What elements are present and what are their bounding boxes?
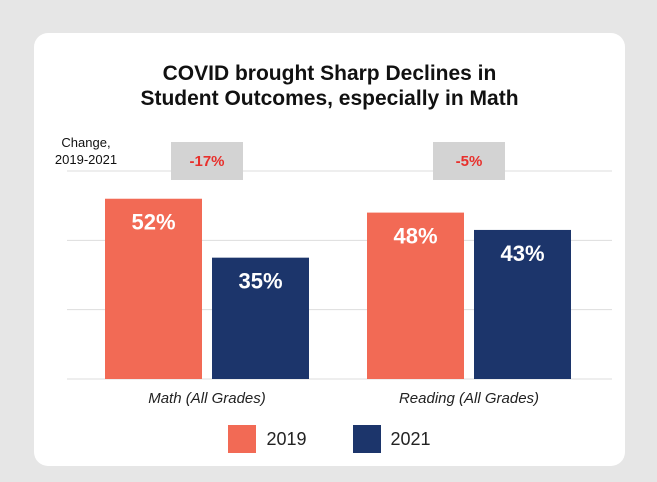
legend-swatch-2019	[228, 425, 257, 453]
data-label-2019-1: 48%	[393, 224, 437, 249]
change-box-0	[171, 142, 243, 180]
change-label: Change, 2019-2021	[46, 134, 126, 168]
change-label-line-2: 2019-2021	[54, 152, 118, 167]
bar-2019-1	[367, 212, 464, 379]
change-label-line-1: Change,	[61, 135, 111, 150]
bar-chart: 52% 35% -17% Math (All Grades) 48% 43% -5% Read…	[67, 142, 612, 407]
bar-2021-0	[212, 257, 309, 379]
chart-card: COVID brought Sharp Declines in Student …	[34, 33, 625, 466]
legend-item-2021: 2021	[352, 425, 431, 453]
legend-label-2021: 2021	[390, 428, 431, 449]
chart-title-line-2: Student Outcomes, especially in Math	[140, 87, 519, 110]
chart-title: COVID brought Sharp Declines in Student …	[34, 61, 625, 111]
data-label-2021-1: 43%	[500, 241, 544, 266]
change-value-1: -5%	[456, 153, 483, 170]
legend-item-2019: 2019	[228, 425, 307, 453]
legend-label-2019: 2019	[266, 428, 307, 449]
category-label-0: Math (All Grades)	[148, 390, 266, 407]
data-label-2019-0: 52%	[131, 210, 175, 235]
change-box-1	[433, 142, 505, 180]
bar-2019-0	[105, 198, 202, 379]
bar-2021-1	[474, 229, 571, 379]
legend-swatch-2021	[352, 425, 381, 453]
data-label-2021-0: 35%	[238, 269, 282, 294]
chart-title-line-1: COVID brought Sharp Declines in	[162, 62, 497, 85]
category-label-1: Reading (All Grades)	[399, 390, 539, 407]
legend: 2019 2021	[34, 425, 625, 453]
change-value-0: -17%	[189, 153, 224, 170]
